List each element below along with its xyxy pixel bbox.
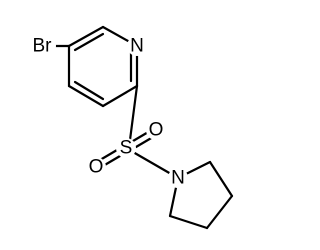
atom-label: S <box>120 138 133 159</box>
bond <box>73 32 105 52</box>
atom-label: O <box>89 157 104 178</box>
bond <box>124 146 180 180</box>
bond <box>168 214 209 230</box>
bond <box>128 84 139 142</box>
molecule-diagram: N Br S O O N <box>28 25 234 230</box>
atom-label: N <box>171 168 185 189</box>
halo <box>168 168 188 188</box>
halo <box>116 138 136 158</box>
bonds <box>40 25 234 230</box>
halo <box>127 36 147 56</box>
halo <box>146 120 166 140</box>
atom-label: N <box>130 36 144 57</box>
bond <box>134 135 155 149</box>
bond <box>208 160 234 198</box>
atom-label: Br <box>33 36 53 57</box>
bond <box>101 154 122 168</box>
halo <box>86 157 106 177</box>
halo <box>28 32 56 60</box>
bond <box>73 80 105 101</box>
atom-halos <box>28 32 188 188</box>
bond <box>67 25 105 48</box>
bond <box>67 84 105 108</box>
bond <box>205 194 234 230</box>
bond <box>98 148 119 162</box>
bond <box>101 84 139 108</box>
atom-label: O <box>149 120 164 141</box>
